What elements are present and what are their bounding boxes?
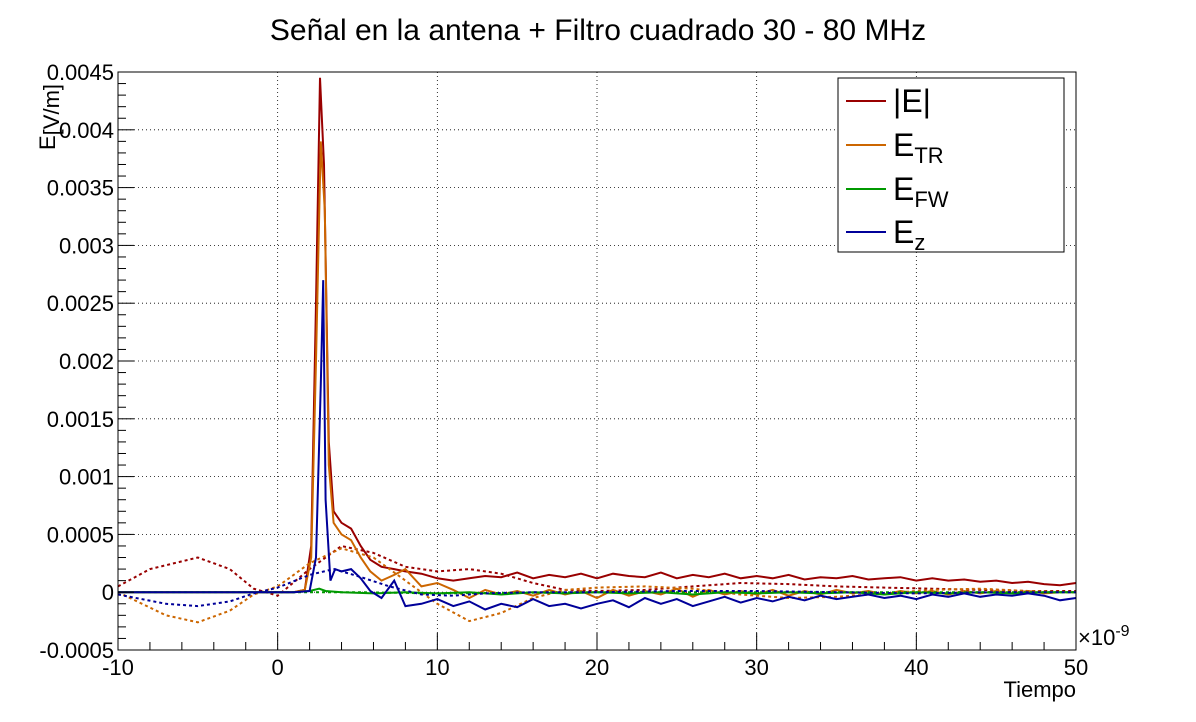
legend-label: |E| — [893, 83, 931, 119]
y-tick-label: 0.003 — [59, 233, 114, 258]
legend: |E| ETR EFW Ez — [837, 77, 1065, 255]
y-tick-label: 0 — [102, 580, 114, 605]
x-tick-label: 0 — [272, 655, 284, 680]
legend-label: Ez — [893, 214, 925, 255]
y-axis-ticks: -0.0005 0 0.0005 0.001 0.0015 0.002 0.0025 0.00… — [39, 60, 134, 663]
y-tick-label: 0.0015 — [47, 407, 114, 432]
y-tick-label: 0.002 — [59, 349, 114, 374]
series-line-2 — [118, 587, 1076, 596]
legend-entry: |E| — [846, 83, 931, 119]
series-line-0 — [118, 77, 1077, 594]
legend-entry: ETR — [846, 127, 944, 168]
x-axis-exponent: ×10-9 — [1078, 623, 1130, 650]
legend-label-sub: z — [914, 230, 925, 255]
legend-label: EFW — [893, 171, 949, 212]
y-axis-label: E[V/m] — [35, 84, 64, 150]
legend-label-main: E — [893, 214, 914, 250]
x-tick-label: 40 — [904, 655, 928, 680]
series-envelope-1 — [117, 547, 1077, 624]
y-tick-label: 0.001 — [59, 465, 114, 490]
series-envelope-0 — [117, 544, 1076, 597]
grid-lines — [118, 72, 1076, 650]
x-tick-label: 20 — [585, 655, 609, 680]
y-tick-label: 0.0005 — [47, 522, 114, 547]
x-axis-label: Tiempo — [1003, 677, 1076, 702]
y-tick-label: 0.0025 — [47, 291, 114, 316]
y-tick-label: 0.0035 — [47, 176, 114, 201]
legend-label-sub: TR — [914, 143, 943, 168]
legend-entry: EFW — [846, 171, 949, 212]
legend-label-main: E — [893, 127, 914, 163]
legend-label-main: |E| — [893, 83, 931, 119]
x-axis-ticks: -10 0 10 20 30 40 50 — [102, 633, 1088, 680]
x-axis-exponent-power: -9 — [1115, 623, 1129, 640]
y-axis-label-main: E — [35, 135, 60, 150]
legend-label-sub: FW — [914, 187, 948, 212]
x-tick-label: -10 — [102, 655, 134, 680]
series-layer — [117, 77, 1077, 624]
y-tick-label: 0.0045 — [47, 60, 114, 85]
x-tick-label: 50 — [1064, 655, 1088, 680]
legend-box — [837, 77, 1065, 253]
minor-ticks — [118, 83, 1045, 650]
series-line-3 — [118, 280, 1077, 611]
legend-label-main: E — [893, 171, 914, 207]
y-tick-label: -0.0005 — [39, 638, 114, 663]
x-tick-label: 10 — [425, 655, 449, 680]
x-axis-exponent-base: ×10 — [1078, 625, 1115, 650]
legend-label: ETR — [893, 127, 944, 168]
chart-title: Señal en la antena + Filtro cuadrado 30 … — [270, 14, 926, 47]
series-envelope-3 — [117, 568, 1076, 608]
y-tick-label: 0.004 — [59, 118, 114, 143]
y-axis-label-unit: [V/m] — [39, 84, 64, 135]
legend-entry: Ez — [846, 214, 925, 255]
x-tick-label: 30 — [744, 655, 768, 680]
